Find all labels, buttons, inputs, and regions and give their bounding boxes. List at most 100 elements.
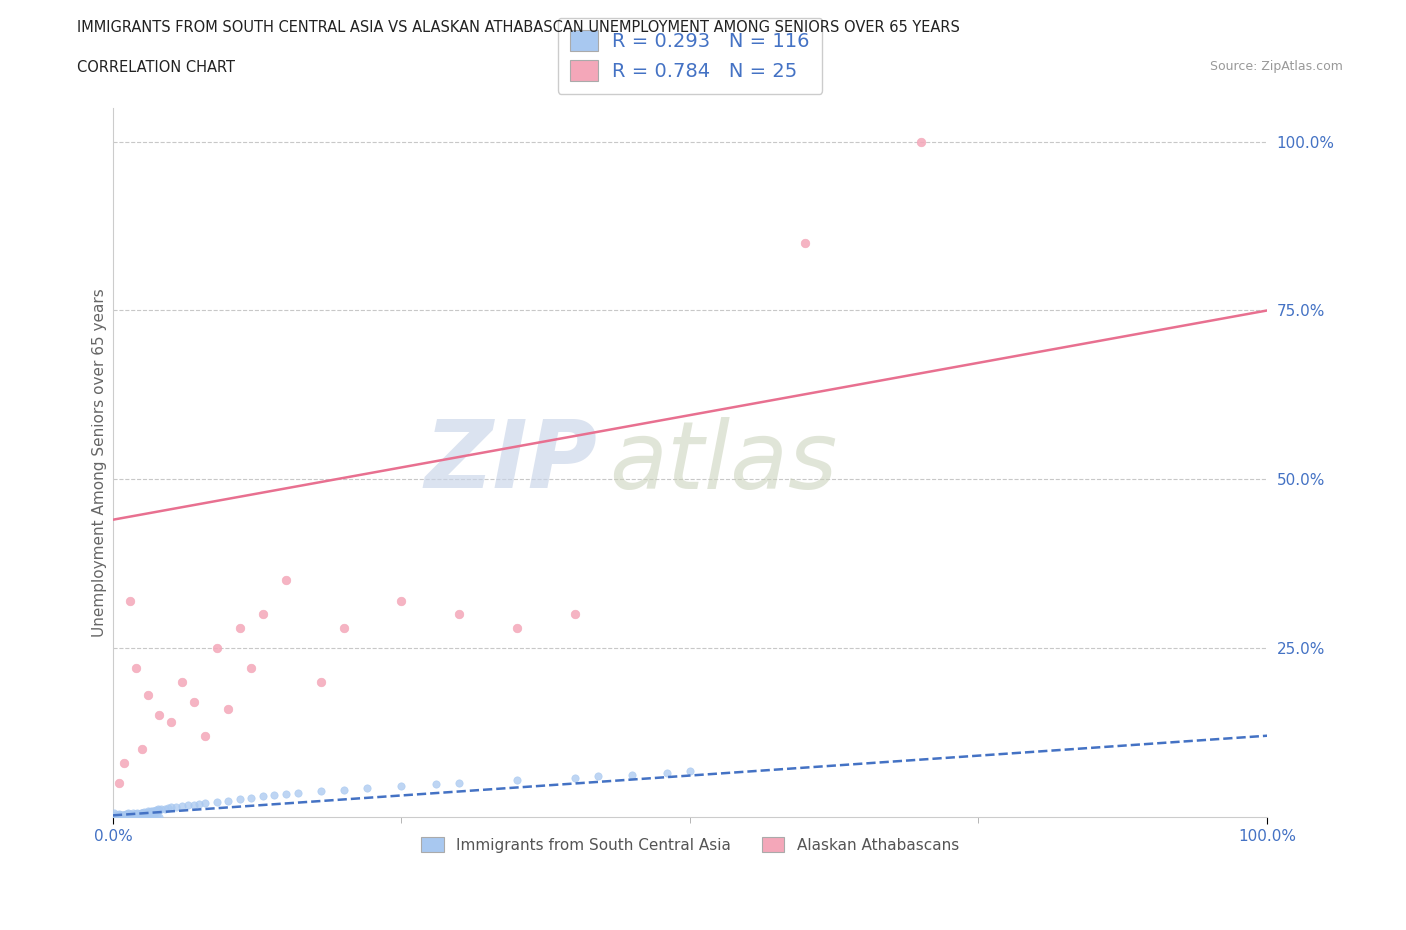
Point <box>125 806 148 821</box>
Point <box>107 809 129 824</box>
Point <box>136 806 159 821</box>
Point <box>157 801 180 816</box>
Point <box>145 804 167 818</box>
Point <box>252 606 274 621</box>
Point <box>172 674 194 689</box>
Point <box>110 808 132 823</box>
Point <box>564 770 586 785</box>
Point <box>309 674 332 689</box>
Point <box>107 776 129 790</box>
Point <box>112 807 135 822</box>
Point <box>112 809 135 824</box>
Point <box>240 790 263 805</box>
Point <box>263 788 285 803</box>
Point <box>134 806 156 821</box>
Point <box>107 808 129 823</box>
Point <box>274 787 297 802</box>
Point <box>115 807 138 822</box>
Point <box>139 806 162 821</box>
Point <box>111 808 134 823</box>
Point <box>145 808 167 823</box>
Point <box>153 801 176 816</box>
Point <box>124 806 146 821</box>
Point <box>287 786 309 801</box>
Point <box>118 808 141 823</box>
Point <box>114 806 136 821</box>
Point <box>108 809 131 824</box>
Point <box>794 235 817 250</box>
Point <box>449 606 471 621</box>
Point <box>132 804 155 819</box>
Point <box>139 805 162 820</box>
Point <box>122 808 145 823</box>
Point <box>159 715 181 730</box>
Point <box>118 807 141 822</box>
Point <box>120 808 142 823</box>
Point <box>103 809 125 824</box>
Point <box>391 593 413 608</box>
Point <box>115 808 138 823</box>
Point <box>107 808 129 823</box>
Point <box>194 728 217 743</box>
Text: IMMIGRANTS FROM SOUTH CENTRAL ASIA VS ALASKAN ATHABASCAN UNEMPLOYMENT AMONG SENI: IMMIGRANTS FROM SOUTH CENTRAL ASIA VS AL… <box>77 20 960 35</box>
Point <box>165 799 187 814</box>
Text: CORRELATION CHART: CORRELATION CHART <box>77 60 235 75</box>
Point <box>205 794 228 809</box>
Point <box>115 808 138 823</box>
Point <box>240 661 263 676</box>
Point <box>274 573 297 588</box>
Point <box>122 808 145 823</box>
Point <box>121 806 143 821</box>
Point <box>112 755 135 770</box>
Point <box>159 800 181 815</box>
Point <box>217 793 239 808</box>
Point <box>564 606 586 621</box>
Point <box>105 808 128 823</box>
Point <box>332 620 354 635</box>
Point <box>910 134 932 149</box>
Point <box>127 808 149 823</box>
Point <box>107 809 129 824</box>
Point <box>122 807 145 822</box>
Point <box>146 802 169 817</box>
Point <box>131 742 153 757</box>
Point <box>229 620 252 635</box>
Point <box>183 695 205 710</box>
Point <box>132 807 155 822</box>
Point <box>121 807 143 822</box>
Point <box>183 797 205 812</box>
Point <box>129 808 152 823</box>
Point <box>134 805 156 820</box>
Point <box>112 809 135 824</box>
Point <box>188 796 211 811</box>
Text: ZIP: ZIP <box>425 417 598 509</box>
Point <box>143 808 166 823</box>
Point <box>252 789 274 804</box>
Point <box>621 767 644 782</box>
Point <box>332 782 354 797</box>
Point <box>217 701 239 716</box>
Point <box>136 688 159 703</box>
Point <box>105 808 128 823</box>
Point <box>148 803 170 817</box>
Point <box>120 807 142 822</box>
Point <box>136 805 159 820</box>
Point <box>177 798 200 813</box>
Point <box>143 804 166 818</box>
Point <box>139 804 162 818</box>
Point <box>108 809 131 824</box>
Point <box>131 806 153 821</box>
Point <box>655 765 678 780</box>
Point <box>132 806 155 821</box>
Point <box>129 805 152 820</box>
Point <box>120 806 142 821</box>
Point <box>679 764 702 778</box>
Point <box>104 809 127 824</box>
Y-axis label: Unemployment Among Seniors over 65 years: Unemployment Among Seniors over 65 years <box>93 288 107 637</box>
Point <box>150 802 173 817</box>
Point <box>138 804 160 819</box>
Point <box>145 803 167 817</box>
Point <box>506 620 529 635</box>
Point <box>127 806 149 821</box>
Point <box>117 806 139 821</box>
